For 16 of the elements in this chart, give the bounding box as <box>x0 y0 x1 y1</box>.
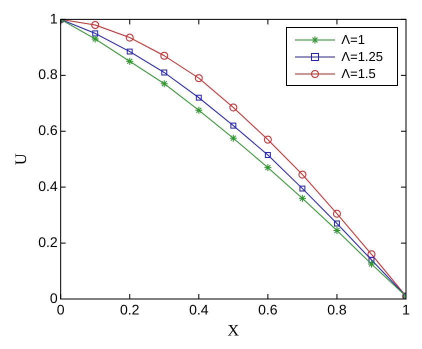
x-tick-label: 0.6 <box>258 301 278 318</box>
y-tick-label: 0.4 <box>38 178 58 194</box>
y-axis-title: U <box>12 152 30 165</box>
y-tick-label: 0 <box>50 290 58 306</box>
x-tick-label: 0.2 <box>120 301 140 318</box>
x-tick-label: 0.8 <box>327 301 347 318</box>
legend-label: Λ=1 <box>341 32 365 48</box>
y-tick-label: 0.6 <box>38 122 58 138</box>
x-tick-label: 0.4 <box>189 301 209 318</box>
y-tick-label: 1 <box>50 10 58 26</box>
y-tick-label: 0.8 <box>38 66 58 82</box>
x-axis-title: X <box>228 322 240 340</box>
legend-label: Λ=1.25 <box>341 49 383 64</box>
y-tick-label: 0.2 <box>38 234 58 250</box>
x-tick-label: 1 <box>402 301 410 318</box>
legend-label: Λ=1.5 <box>341 66 376 82</box>
